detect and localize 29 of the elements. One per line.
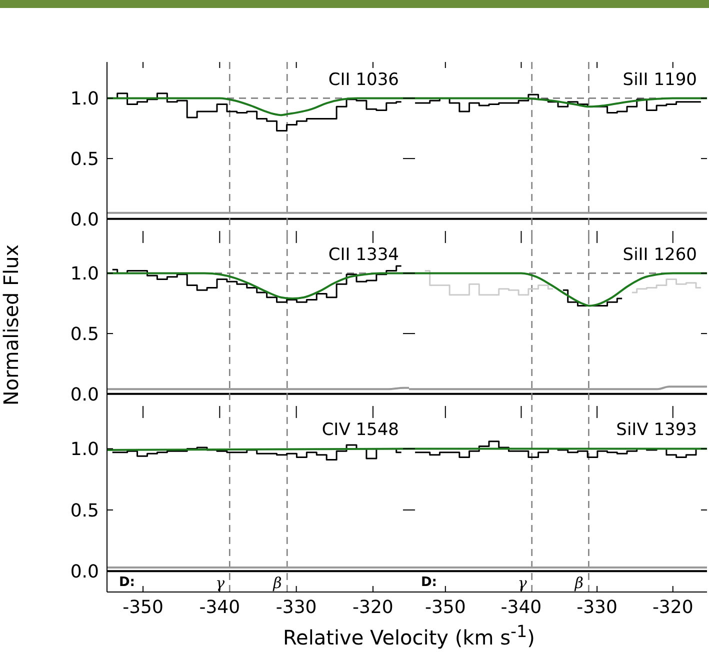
annotation: D: bbox=[421, 575, 437, 592]
text: SiII 1190 bbox=[620, 70, 699, 90]
x-axis-title: Relative Velocity (km s$^{-1}$) bbox=[282, 621, 536, 650]
y-axis-title: Normalised Flux bbox=[0, 242, 23, 408]
x-tick-label: -320 bbox=[352, 596, 394, 618]
text: CII 1334 bbox=[326, 245, 401, 265]
y-tick-label: 0.0 bbox=[70, 384, 99, 406]
text: CIV 1548 bbox=[320, 420, 401, 440]
y-tick-label: 0.5 bbox=[70, 500, 99, 522]
y-tick-label: 0.5 bbox=[70, 324, 99, 345]
x-tick-label: -350 bbox=[424, 596, 466, 618]
x-tick-label: -340 bbox=[500, 596, 542, 618]
x-tick-label: -350 bbox=[122, 596, 164, 618]
annotation: β bbox=[574, 574, 584, 592]
annotation: D: bbox=[119, 575, 135, 592]
x-tick-label: -330 bbox=[576, 596, 618, 618]
text: SiIV 1393 bbox=[614, 420, 699, 440]
text: SiII 1260 bbox=[620, 245, 699, 265]
y-tick-label: 0.0 bbox=[70, 209, 99, 230]
y-tick-label: 0.5 bbox=[70, 148, 99, 170]
annotation: β bbox=[273, 574, 282, 592]
y-tick-label: 1.0 bbox=[70, 88, 99, 110]
x-tick-label: -330 bbox=[276, 596, 317, 618]
y-tick-label: 0.0 bbox=[70, 562, 99, 583]
y-tick-label: 1.0 bbox=[70, 264, 99, 285]
x-tick-label: -320 bbox=[652, 596, 694, 618]
x-tick-label: -340 bbox=[199, 596, 240, 618]
text: CII 1036 bbox=[326, 70, 401, 90]
y-tick-label: 1.0 bbox=[70, 439, 99, 460]
